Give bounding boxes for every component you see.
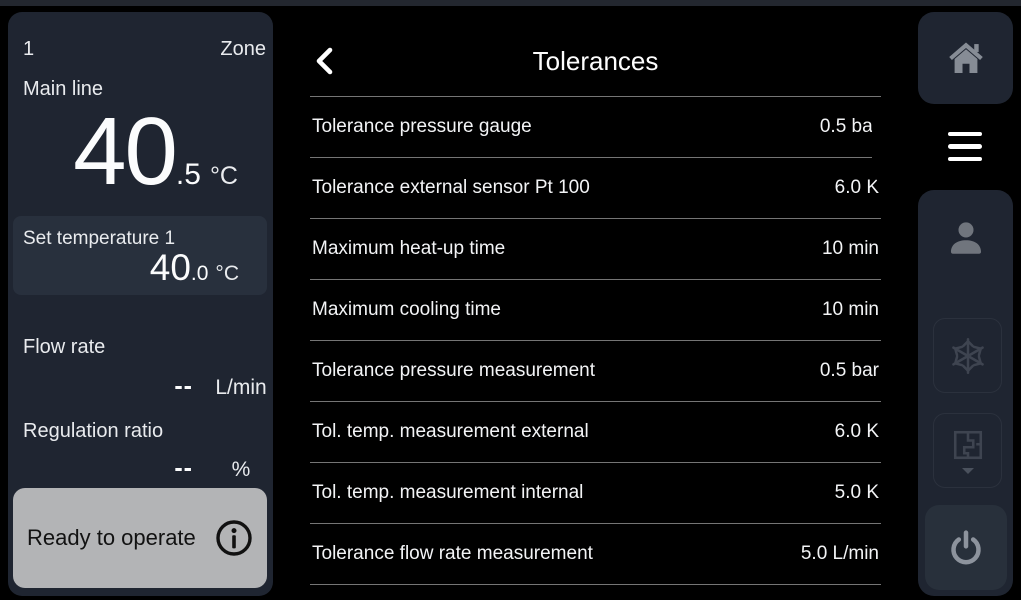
item-label: Tolerance pressure measurement xyxy=(312,360,596,381)
zone-panel[interactable]: 1 Zone Main line 40 .5 °C Set temperatur… xyxy=(8,12,273,596)
main-temp-unit: °C xyxy=(209,162,238,190)
sidebar-item-home[interactable] xyxy=(918,12,1013,104)
regulation-ratio-unit: % xyxy=(231,458,251,481)
main-temp-integer: 40 xyxy=(73,98,178,205)
sidebar-item-menu-active[interactable] xyxy=(872,107,1006,186)
zone-diagram-icon xyxy=(953,430,982,459)
flow-rate-label: Flow rate xyxy=(23,336,106,358)
chevron-down-icon xyxy=(961,467,974,474)
item-value: 5.0 K xyxy=(834,482,879,503)
cooling-button[interactable] xyxy=(933,318,1002,393)
list-item[interactable]: Maximum cooling time 10 min xyxy=(310,280,881,341)
flow-rate-value-row: -- L/min xyxy=(23,372,281,401)
screen-top-bezel xyxy=(0,0,1021,6)
tolerances-list: Tolerance pressure gauge 0.5 bar Toleran… xyxy=(310,96,881,585)
set-temp-value: 40 .0 °C xyxy=(150,249,239,286)
list-item[interactable]: Tolerance external sensor Pt 100 6.0 K xyxy=(310,158,881,219)
power-button[interactable] xyxy=(925,505,1007,590)
detail-header: Tolerances xyxy=(310,0,881,96)
menu-icon xyxy=(948,128,982,166)
snowflake-icon xyxy=(951,337,984,374)
item-label: Maximum cooling time xyxy=(312,299,501,320)
status-card: Ready to operate xyxy=(13,488,267,588)
page-title: Tolerances xyxy=(532,46,659,76)
status-text: Ready to operate xyxy=(27,525,196,550)
flow-rate-value: -- xyxy=(174,372,193,400)
list-item[interactable]: Tolerance pressure measurement 0.5 bar xyxy=(310,341,881,402)
item-value: 0.5 bar xyxy=(819,116,879,137)
item-value: 5.0 L/min xyxy=(800,543,879,564)
list-item[interactable]: Maximum heat-up time 10 min xyxy=(310,219,881,280)
set-temp-integer: 40 xyxy=(149,247,191,288)
home-icon xyxy=(948,42,983,74)
set-temp-decimal: .0 xyxy=(190,262,209,285)
zone-diagram-button[interactable] xyxy=(933,413,1002,488)
item-value: 6.0 K xyxy=(834,421,879,442)
item-label: Tolerance pressure gauge xyxy=(312,116,532,137)
power-icon xyxy=(951,529,981,564)
list-item[interactable]: Tol. temp. measurement internal 5.0 K xyxy=(310,463,881,524)
zone-header: 1 Zone xyxy=(23,38,266,61)
item-value: 0.5 bar xyxy=(819,360,879,381)
set-temp-label: Set temperature 1 xyxy=(23,228,176,249)
main-temperature: 40 .5 °C xyxy=(73,104,238,200)
item-label: Tol. temp. measurement internal xyxy=(312,482,584,503)
item-value: 10 min xyxy=(821,299,879,320)
flow-rate-unit: L/min xyxy=(215,376,267,399)
item-value: 10 min xyxy=(821,238,879,259)
item-label: Tolerance external sensor Pt 100 xyxy=(312,177,590,198)
info-icon[interactable] xyxy=(214,518,254,558)
user-icon xyxy=(950,222,981,254)
main-temp-decimal: .5 xyxy=(175,158,201,191)
chevron-left-icon xyxy=(316,47,333,75)
line-label: Main line xyxy=(23,78,104,100)
list-item[interactable]: Tolerance flow rate measurement 5.0 L/mi… xyxy=(310,524,881,585)
list-item[interactable]: Tolerance pressure gauge 0.5 bar xyxy=(310,97,881,158)
zone-label: Zone xyxy=(220,38,266,60)
item-label: Tolerance flow rate measurement xyxy=(312,543,593,564)
list-item[interactable]: Tol. temp. measurement external 6.0 K xyxy=(310,402,881,463)
set-temp-unit: °C xyxy=(215,262,239,285)
item-label: Tol. temp. measurement external xyxy=(312,421,589,442)
item-label: Maximum heat-up time xyxy=(312,238,506,259)
detail-view: Tolerances Tolerance pressure gauge 0.5 … xyxy=(310,0,881,585)
item-value: 6.0 K xyxy=(834,177,879,198)
regulation-ratio-value-row: -- % xyxy=(23,454,281,483)
set-temperature-card[interactable]: Set temperature 1 40 .0 °C xyxy=(13,216,267,295)
regulation-ratio-value: -- xyxy=(174,454,193,482)
zone-number: 1 xyxy=(23,38,35,60)
back-button[interactable] xyxy=(313,46,337,76)
sidebar-item-user[interactable] xyxy=(918,212,1013,264)
regulation-ratio-label: Regulation ratio xyxy=(23,420,164,442)
